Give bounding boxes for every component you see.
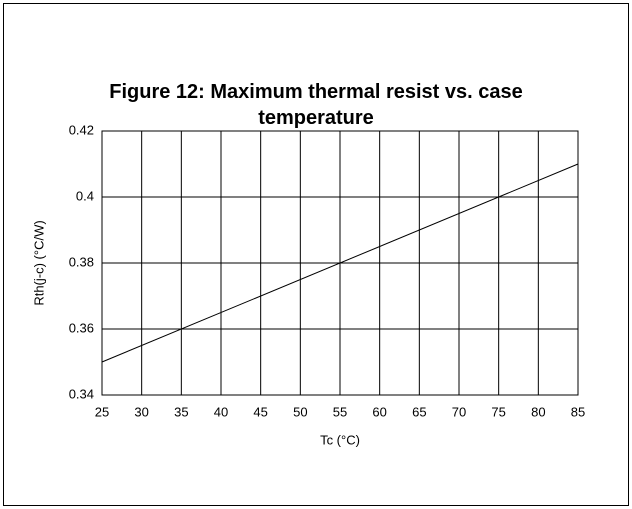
y-tick-label: 0.4: [76, 188, 94, 203]
outer-frame: [3, 3, 629, 506]
chart-title: Figure 12: Maximum thermal resist vs. ca…: [109, 81, 523, 129]
x-tick-label: 60: [372, 404, 386, 419]
y-tick-label: 0.34: [69, 386, 94, 401]
x-tick-label: 65: [412, 404, 426, 419]
x-tick-label: 50: [293, 404, 307, 419]
y-tick-label: 0.38: [69, 254, 94, 269]
x-tick-label: 80: [531, 404, 545, 419]
y-tick-label: 0.42: [69, 122, 94, 137]
y-tick-label: 0.36: [69, 320, 94, 335]
x-tick-label: 45: [253, 404, 267, 419]
x-tick-label: 75: [491, 404, 505, 419]
x-tick-label: 55: [333, 404, 347, 419]
x-tick-label: 30: [134, 404, 148, 419]
x-tick-label: 25: [95, 404, 109, 419]
x-tick-label: 85: [571, 404, 585, 419]
y-axis-label: Rth(j-c) (°C/W): [31, 220, 46, 305]
x-tick-label: 70: [452, 404, 466, 419]
x-tick-label: 35: [174, 404, 188, 419]
x-axis-label: Tc (°C): [320, 432, 360, 447]
data-line: [101, 163, 579, 363]
x-tick-label: 40: [214, 404, 228, 419]
plot-frame: [101, 130, 579, 396]
